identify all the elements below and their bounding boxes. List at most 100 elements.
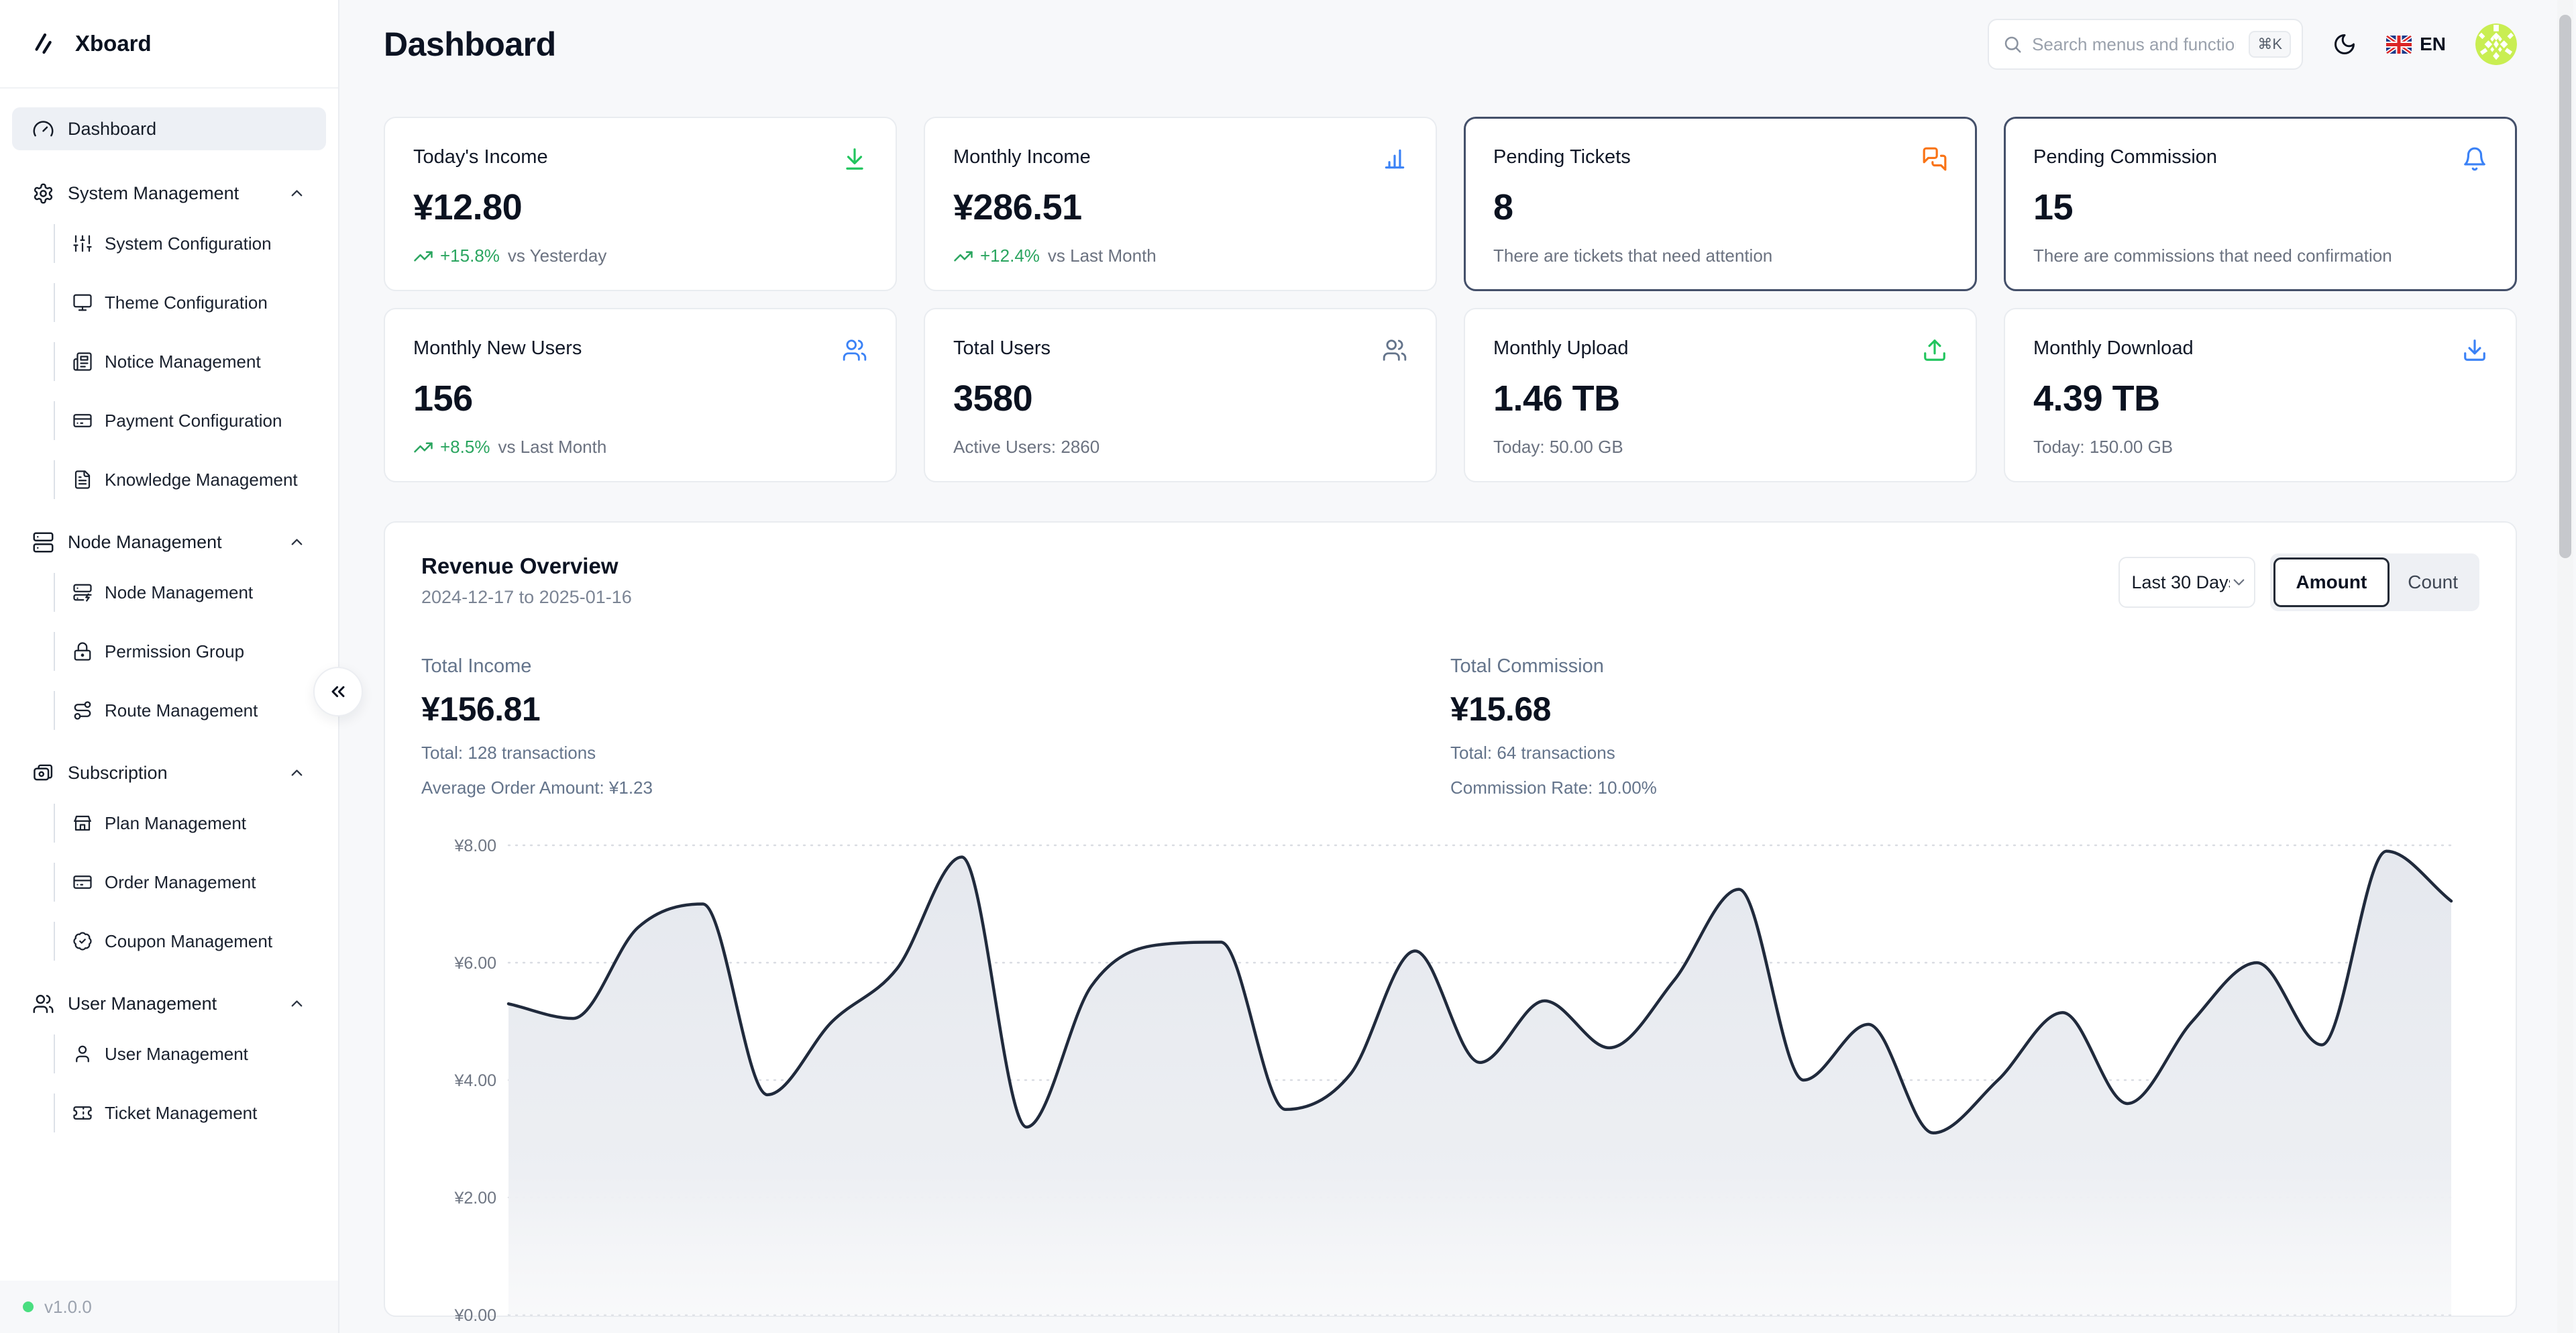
sidebar-item-system-management[interactable]: System Management	[12, 172, 326, 215]
arrow-down-to-line-icon	[842, 146, 867, 172]
stat-card-title: Pending Commission	[2033, 146, 2218, 168]
sidebar-subitem-notice-management[interactable]: Notice Management	[54, 342, 326, 381]
stat-card-pending-commission: Pending Commission 15 There are commission…	[2004, 117, 2517, 291]
stat-card-monthly-income: Monthly Income ¥286.51 +12.4% vs Last Month	[924, 117, 1437, 291]
sidebar-subitem-system-configuration[interactable]: System Configuration	[54, 224, 326, 263]
sidebar-subitem-label: Permission Group	[105, 641, 245, 661]
chevrons-left-icon	[331, 686, 345, 698]
language-label: EN	[2420, 34, 2446, 54]
date-range-select[interactable]: Last 30 Days	[2118, 557, 2255, 608]
chart-column-icon	[1382, 146, 1407, 172]
sidebar-subitem-label: Node Management	[105, 582, 254, 602]
stat-card-subtext: There are commissions that need confirma…	[2033, 246, 2392, 266]
svg-text:¥0.00: ¥0.00	[453, 1306, 496, 1325]
sidebar-subitem-label: Notice Management	[105, 351, 261, 372]
stat-card-value: 1.46 TB	[1493, 378, 1620, 419]
user-avatar[interactable]	[2475, 23, 2517, 65]
sidebar-subitem-label: Ticket Management	[105, 1102, 258, 1123]
search-input[interactable]	[2032, 34, 2289, 55]
sidebar-subgroup-user-management: User Management Ticket Management	[54, 1034, 326, 1132]
date-range-select-value: Last 30 Days	[2131, 572, 2238, 592]
sidebar-item-label: Subscription	[68, 762, 168, 783]
stat-card-value: 4.39 TB	[2033, 378, 2160, 419]
sidebar-subitem-knowledge-management[interactable]: Knowledge Management	[54, 460, 326, 499]
stat-card-subtext: There are tickets that need attention	[1493, 246, 1773, 266]
stat-card-subtext: +15.8% vs Yesterday	[413, 246, 867, 266]
stat-card-title: Monthly New Users	[413, 337, 582, 359]
stat-card-title: Today's Income	[413, 146, 548, 168]
sidebar-item-dashboard[interactable]: Dashboard	[12, 107, 326, 150]
upload-icon	[1922, 337, 1947, 363]
sidebar-footer: v1.0.0	[0, 1281, 338, 1333]
users-icon	[32, 993, 54, 1015]
svg-text:¥6.00: ¥6.00	[453, 954, 496, 973]
sidebar-item-subscription[interactable]: Subscription	[12, 751, 326, 794]
chevron-up-icon	[288, 764, 306, 782]
sidebar-subitem-label: Plan Management	[105, 812, 247, 833]
sidebar-item-user-management[interactable]: User Management	[12, 982, 326, 1025]
toggle-amount-button[interactable]: Amount	[2273, 557, 2390, 607]
moon-icon	[2334, 34, 2355, 54]
server-zap-icon	[72, 582, 93, 602]
search-shortcut-badge: ⌘K	[2249, 31, 2292, 58]
total-income-label: Total Income	[421, 655, 532, 677]
revenue-area-chart: ¥0.00¥2.00¥4.00¥6.00¥8.0012-1712-1812-19…	[421, 818, 2479, 1333]
sidebar-subitem-route-management[interactable]: Route Management	[54, 691, 326, 730]
sidebar-subitem-label: Order Management	[105, 871, 256, 892]
sidebar-subitem-permission-group[interactable]: Permission Group	[54, 632, 326, 671]
sidebar-item-label: Node Management	[68, 531, 222, 552]
stat-card-subtext: Active Users: 2860	[953, 437, 1100, 457]
bell-icon	[2462, 146, 2487, 172]
scrollbar-thumb[interactable]	[2559, 15, 2571, 558]
download-icon	[2462, 337, 2487, 363]
stat-card-title: Monthly Income	[953, 146, 1091, 168]
sidebar-subitem-node-management[interactable]: Node Management	[54, 573, 326, 612]
sidebar-collapse-button[interactable]	[313, 667, 363, 716]
revenue-overview-card: Revenue Overview 2024-12-17 to 2025-01-1…	[384, 521, 2517, 1325]
sidebar-subitem-order-management[interactable]: Order Management	[54, 863, 326, 902]
trending-up-icon	[413, 437, 433, 458]
sidebar-item-node-management[interactable]: Node Management	[12, 521, 326, 564]
dark-mode-toggle[interactable]	[2332, 32, 2357, 56]
stat-card-monthly-upload: Monthly Upload 1.46 TB Today: 50.00 GB	[1464, 308, 1977, 482]
language-switcher[interactable]: EN	[2386, 34, 2446, 55]
toggle-count-button[interactable]: Count	[2390, 557, 2476, 607]
stat-card-subtext: Today: 50.00 GB	[1493, 437, 1623, 457]
app-logo[interactable]: Xboard	[0, 0, 338, 89]
chevron-up-icon	[288, 995, 306, 1013]
sidebar-subitem-label: System Configuration	[105, 233, 272, 254]
sidebar-subitem-ticket-management[interactable]: Ticket Management	[54, 1094, 326, 1132]
total-income-transactions: Total: 128 transactions	[421, 743, 596, 763]
chevron-down-icon	[2229, 573, 2248, 592]
total-income-value: ¥156.81	[421, 690, 541, 728]
stat-card-value: ¥286.51	[953, 187, 1082, 227]
store-icon	[72, 813, 93, 833]
trend-indicator: +15.8%	[413, 246, 500, 266]
sidebar-subgroup-node-management: Node Management Permission Group Route Man…	[54, 573, 326, 730]
sidebar-subitem-plan-management[interactable]: Plan Management	[54, 804, 326, 843]
sidebar-nav: Dashboard System Management System Configu…	[0, 89, 338, 1132]
sidebar-subitem-label: Coupon Management	[105, 930, 273, 951]
chevron-up-icon	[288, 184, 306, 203]
app-name: Xboard	[75, 31, 152, 56]
stat-card-pending-tickets: Pending Tickets 8 There are tickets that n…	[1464, 117, 1977, 291]
status-dot	[23, 1301, 34, 1312]
sidebar-subitem-payment-configuration[interactable]: Payment Configuration	[54, 401, 326, 440]
monitor-icon	[72, 292, 93, 313]
sidebar-item-label: User Management	[68, 993, 217, 1014]
stat-card-subtext: Today: 150.00 GB	[2033, 437, 2174, 457]
sidebar-item-label: System Management	[68, 182, 239, 203]
route-icon	[72, 700, 93, 721]
ticket-icon	[72, 1103, 93, 1123]
sidebar-subitem-coupon-management[interactable]: Coupon Management	[54, 922, 326, 961]
trending-up-icon	[953, 246, 973, 266]
sidebar-subitem-user-management[interactable]: User Management	[54, 1034, 326, 1073]
credit-card-icon	[72, 411, 93, 431]
stat-card-title: Monthly Download	[2033, 337, 2194, 359]
stat-card-monthly-download: Monthly Download 4.39 TB Today: 150.00 GB	[2004, 308, 2517, 482]
svg-text:¥4.00: ¥4.00	[453, 1071, 496, 1090]
messages-square-icon	[1922, 146, 1947, 172]
revenue-title: Revenue Overview	[421, 553, 619, 578]
sidebar-subitem-theme-configuration[interactable]: Theme Configuration	[54, 283, 326, 322]
total-commission-label: Total Commission	[1450, 655, 1604, 677]
